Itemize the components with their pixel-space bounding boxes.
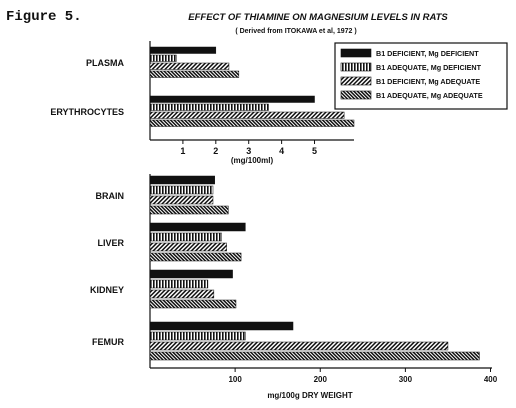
bar-femur-series-4: [149, 351, 480, 361]
top-bars: [149, 46, 355, 127]
bottom-category-labels: BRAIN LIVER KIDNEY FEMUR: [90, 191, 125, 347]
x-tick-label: 200: [314, 375, 328, 384]
x-tick-label: 400: [484, 375, 498, 384]
x-tick-label: 5: [312, 146, 317, 156]
legend-swatch-4: [340, 90, 372, 100]
bar-erythrocytes-series-1: [149, 95, 315, 103]
legend-label-1: B1 DEFICIENT, Mg DEFICIENT: [376, 49, 479, 58]
bar-plasma-series-1: [149, 46, 217, 54]
bar-femur-series-1: [149, 321, 294, 331]
x-tick-label: 100: [228, 375, 242, 384]
top-category-labels: PLASMA ERYTHROCYTES: [50, 58, 124, 117]
bar-kidney-series-4: [149, 299, 237, 309]
top-x-axis-label: (mg/100ml): [231, 156, 274, 165]
bar-brain-series-4: [149, 205, 229, 215]
bar-brain-series-2: [149, 185, 214, 195]
bar-erythrocytes-series-3: [149, 111, 345, 119]
bottom-bars: [149, 175, 480, 361]
bar-femur-series-3: [149, 341, 449, 351]
top-chart: 1 2 3 4 5 PLASMA ERYTHROCYTES (mg/100ml): [50, 41, 355, 165]
legend-label-2: B1 ADEQUATE, Mg DEFICIENT: [376, 63, 482, 72]
bar-brain-series-3: [149, 195, 214, 205]
bar-erythrocytes-series-4: [149, 119, 355, 127]
category-label-brain: BRAIN: [96, 191, 125, 201]
bar-liver-series-1: [149, 222, 246, 232]
chart-subtitle: ( Derived from ITOKAWA et al, 1972 ): [235, 28, 356, 35]
legend-label-4: B1 ADEQUATE, Mg ADEQUATE: [376, 91, 483, 100]
legend-label-3: B1 DEFICIENT, Mg ADEQUATE: [376, 77, 480, 86]
category-label-kidney: KIDNEY: [90, 285, 124, 295]
x-tick-label: 3: [246, 146, 251, 156]
bar-kidney-series-1: [149, 269, 233, 279]
chart-title: EFFECT OF THIAMINE ON MAGNESIUM LEVELS I…: [188, 12, 448, 23]
x-tick-label: 1: [180, 146, 185, 156]
legend-swatch-1: [340, 48, 372, 58]
bar-liver-series-3: [149, 242, 227, 252]
top-x-ticks: 1 2 3 4 5: [180, 140, 317, 156]
category-label-liver: LIVER: [97, 238, 124, 248]
x-tick-label: 4: [279, 146, 284, 156]
bar-femur-series-2: [149, 331, 246, 341]
figure-label: Figure 5.: [6, 9, 82, 25]
legend-swatch-3: [340, 76, 372, 86]
bar-plasma-series-3: [149, 62, 230, 70]
category-label-erythrocytes: ERYTHROCYTES: [50, 107, 124, 117]
x-tick-label: 2: [213, 146, 218, 156]
category-label-femur: FEMUR: [92, 337, 124, 347]
category-label-plasma: PLASMA: [86, 58, 125, 68]
bar-liver-series-2: [149, 232, 222, 242]
bar-brain-series-1: [149, 175, 215, 185]
legend-swatch-2: [340, 62, 372, 72]
legend-items: B1 DEFICIENT, Mg DEFICIENT B1 ADEQUATE, M…: [340, 48, 483, 100]
legend: B1 DEFICIENT, Mg DEFICIENT B1 ADEQUATE, M…: [334, 42, 508, 110]
bottom-chart: 100 200 300 400 BRAIN LIVER KIDNEY FEMUR mg/10…: [90, 174, 498, 400]
bottom-x-axis-label: mg/100g DRY WEIGHT: [267, 391, 352, 400]
bar-erythrocytes-series-2: [149, 103, 269, 111]
bar-plasma-series-2: [149, 54, 177, 62]
bottom-x-ticks: 100 200 300 400: [228, 368, 498, 384]
bar-kidney-series-3: [149, 289, 215, 299]
bar-plasma-series-4: [149, 70, 240, 78]
bar-liver-series-4: [149, 252, 242, 262]
x-tick-label: 300: [399, 375, 413, 384]
bar-kidney-series-2: [149, 279, 209, 289]
